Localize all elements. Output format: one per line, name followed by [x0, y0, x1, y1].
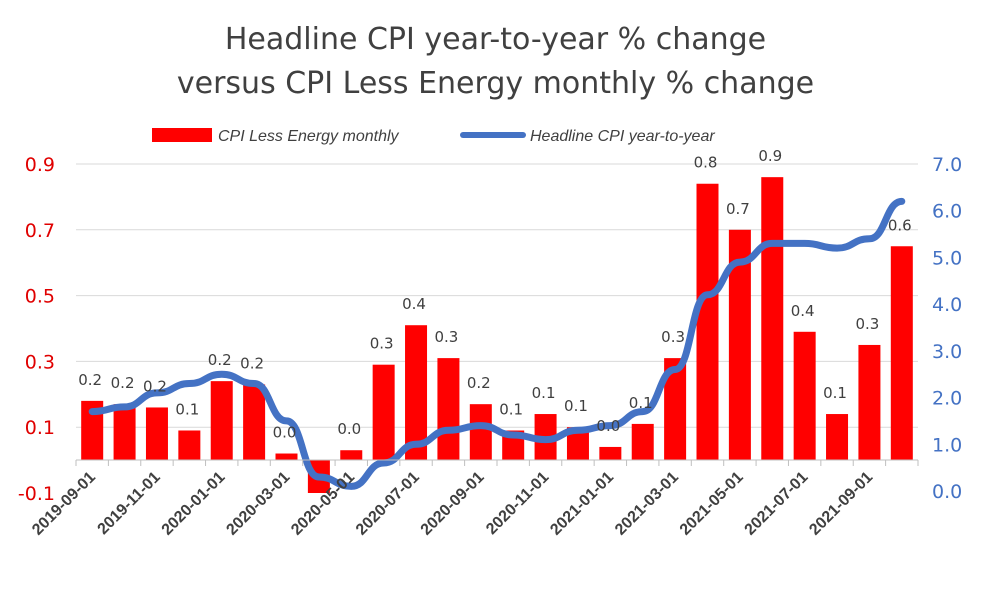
right-axis-tick-label: 4.0: [932, 294, 962, 316]
chart-title-line-1: Headline CPI year-to-year % change: [224, 22, 767, 57]
bar: [664, 358, 687, 461]
x-axis-tick-label: 2020-09-01: [418, 469, 488, 539]
bar: [469, 404, 492, 461]
bar: [81, 400, 104, 461]
bar-data-label: 0.3: [661, 328, 685, 346]
bar: [243, 384, 266, 461]
gridlines: [76, 163, 918, 428]
bar: [178, 430, 201, 461]
left-axis-tick-label: 0.7: [25, 220, 55, 242]
right-axis-tick-label: 1.0: [932, 434, 962, 456]
bar-data-label: 0.2: [208, 351, 232, 369]
bar-data-label: 0.0: [337, 420, 361, 438]
bar-data-label: 0.3: [855, 315, 879, 333]
x-axis-tick-label: 2020-03-01: [223, 469, 293, 539]
bar-data-label: 0.2: [240, 354, 264, 372]
right-axis-tick-label: 7.0: [932, 154, 962, 176]
headline-cpi-line: [88, 197, 906, 490]
bar: [275, 453, 298, 461]
bar-data-label: 0.2: [467, 374, 491, 392]
bar: [890, 246, 913, 461]
bar-data-label: 0.8: [694, 154, 718, 172]
bar: [631, 423, 654, 461]
x-axis-tick-label: 2021-01-01: [547, 469, 617, 539]
right-axis-tick-label: 0.0: [932, 481, 962, 503]
bar: [566, 427, 589, 461]
x-axis-tick-label: 2021-07-01: [742, 469, 812, 539]
bar-data-label: 0.0: [273, 424, 297, 442]
bar: [826, 414, 849, 461]
legend-line-label: Headline CPI year-to-year: [530, 128, 715, 145]
x-axis-tick-label: 2021-09-01: [806, 469, 876, 539]
bar: [437, 358, 460, 461]
bar: [858, 344, 881, 461]
right-axis-tick-label: 5.0: [932, 247, 962, 269]
x-axis-tick-label: 2019-11-01: [95, 469, 164, 538]
bar: [696, 183, 719, 461]
right-axis-tick-label: 3.0: [932, 341, 962, 363]
axes: 0.9 0.7 0.5 0.3 0.1 -0.1 7.0 6.0 5.0 4.0 3.0 2.0 1.0…: [18, 154, 962, 539]
bar-data-label: 0.1: [499, 400, 523, 418]
bar-data-label: 0.3: [434, 328, 458, 346]
bar-data-label: 0.2: [143, 377, 167, 395]
bar: [761, 177, 784, 461]
bar-data-label: 0.1: [175, 400, 199, 418]
bar-data-label: 0.7: [726, 200, 750, 218]
bar-data-label: 0.1: [629, 394, 653, 412]
bar: [728, 229, 751, 461]
right-axis-tick-label: 2.0: [932, 388, 962, 410]
left-axis-tick-label: 0.3: [25, 351, 55, 373]
bar-data-label: 0.1: [564, 397, 588, 415]
chart-title-line-2: versus CPI Less Energy monthly % change: [176, 66, 815, 101]
bar-data-label: 0.2: [78, 371, 102, 389]
x-axis-tick-label: 2021-05-01: [677, 469, 747, 539]
bar: [145, 407, 168, 461]
bar-series: [81, 177, 913, 493]
bar-data-label: 0.2: [111, 374, 135, 392]
bar-data-label: 0.9: [758, 147, 782, 165]
legend-bar-label: CPI Less Energy monthly: [218, 128, 400, 145]
bar-data-label: 0.6: [888, 216, 912, 234]
bar-data-label: 0.1: [823, 384, 847, 402]
bar: [599, 446, 622, 461]
left-axis-tick-label: 0.5: [25, 286, 55, 308]
left-axis-tick-label: 0.1: [25, 417, 55, 439]
bar: [210, 381, 233, 461]
bar-data-label: 0.4: [791, 302, 815, 320]
bar-data-label: 0.1: [532, 384, 556, 402]
right-axis-tick-label: 6.0: [932, 201, 962, 223]
left-axis-tick-label: -0.1: [18, 483, 55, 505]
x-axis-tick-label: 2020-11-01: [483, 469, 552, 538]
bar-data-label: 0.0: [596, 417, 620, 435]
data-labels: 0.2 0.2 0.2 0.1 0.2 0.2 0.0 0.0 0.3 0.4 0.3 0.2 0.1 0…: [78, 147, 911, 441]
bar: [405, 325, 428, 461]
legend-bar-swatch: [152, 128, 212, 142]
bar: [372, 364, 395, 461]
bar: [113, 404, 136, 461]
bar: [793, 331, 816, 461]
line-series: [88, 197, 906, 490]
legend: CPI Less Energy monthly Headline CPI yea…: [152, 128, 715, 145]
bar: [340, 450, 363, 461]
x-axis-tick-label: 2020-01-01: [159, 469, 229, 539]
bar-data-label: 0.4: [402, 295, 426, 313]
bar-data-label: 0.3: [370, 335, 394, 353]
left-axis-tick-label: 0.9: [25, 154, 55, 176]
x-axis-tick-label: 2021-03-01: [612, 469, 682, 539]
